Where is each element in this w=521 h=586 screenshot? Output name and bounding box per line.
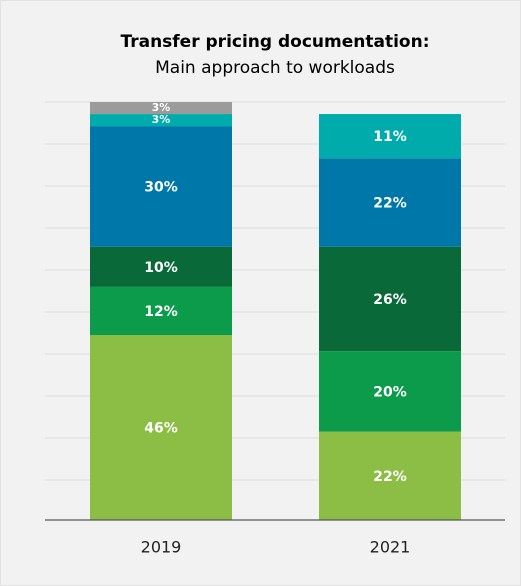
bar-segment bbox=[90, 335, 232, 520]
data-label: 46% bbox=[144, 421, 178, 437]
bar-segment bbox=[319, 351, 461, 432]
chart-title: Transfer pricing documentation: bbox=[120, 32, 429, 52]
data-label: 22% bbox=[373, 469, 407, 485]
data-label: 10% bbox=[144, 260, 178, 276]
x-tick-label: 2021 bbox=[370, 538, 411, 557]
data-label: 20% bbox=[373, 384, 407, 400]
data-label: 11% bbox=[373, 129, 407, 145]
bar-segment bbox=[90, 126, 232, 247]
data-label: 22% bbox=[373, 195, 407, 211]
bar-segment bbox=[90, 246, 232, 287]
bar-segment bbox=[319, 158, 461, 247]
data-label: 3% bbox=[152, 113, 171, 126]
bar-segment bbox=[319, 114, 461, 159]
bar-segment bbox=[90, 114, 232, 127]
x-tick-label: 2019 bbox=[141, 538, 182, 557]
bar-segment bbox=[319, 246, 461, 352]
bar-segment bbox=[90, 102, 232, 115]
bar-segment bbox=[319, 431, 461, 520]
data-label: 26% bbox=[373, 292, 407, 308]
data-label: 12% bbox=[144, 304, 178, 320]
data-label: 30% bbox=[144, 179, 178, 195]
chart-subtitle: Main approach to workloads bbox=[155, 58, 395, 78]
bar-segment bbox=[90, 286, 232, 336]
data-label: 3% bbox=[152, 101, 171, 114]
